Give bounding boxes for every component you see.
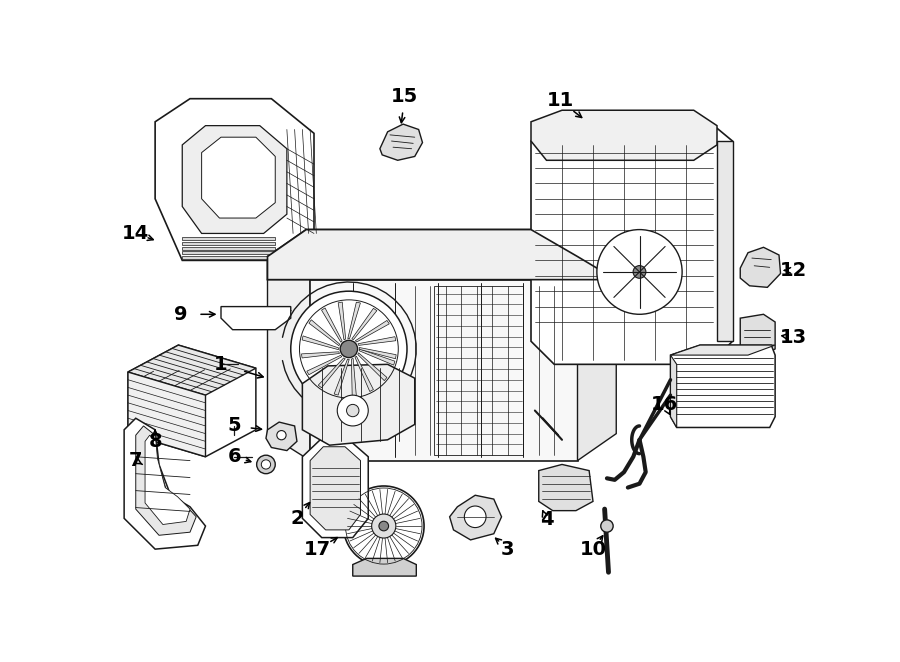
Circle shape [256, 455, 275, 474]
Polygon shape [221, 307, 291, 330]
Polygon shape [450, 495, 501, 540]
Text: 1: 1 [214, 355, 228, 374]
Polygon shape [338, 302, 346, 340]
Polygon shape [351, 358, 356, 396]
Polygon shape [182, 126, 287, 234]
Polygon shape [202, 137, 275, 218]
Text: 13: 13 [779, 328, 806, 347]
Polygon shape [136, 426, 196, 536]
Polygon shape [353, 558, 417, 576]
Text: 7: 7 [129, 451, 142, 470]
Polygon shape [128, 372, 205, 457]
Polygon shape [266, 422, 297, 451]
Text: 15: 15 [391, 87, 419, 106]
Polygon shape [182, 251, 275, 254]
Text: 9: 9 [174, 305, 187, 324]
Text: 12: 12 [779, 261, 806, 280]
Circle shape [372, 514, 396, 538]
Polygon shape [356, 320, 390, 342]
Polygon shape [355, 356, 374, 391]
Polygon shape [302, 352, 339, 358]
Polygon shape [124, 418, 205, 549]
Polygon shape [182, 246, 275, 250]
Circle shape [291, 291, 407, 406]
Polygon shape [307, 355, 342, 375]
Circle shape [633, 265, 646, 278]
Polygon shape [334, 359, 349, 395]
Circle shape [597, 230, 682, 314]
Polygon shape [128, 345, 256, 395]
Polygon shape [531, 122, 733, 364]
Circle shape [340, 340, 357, 357]
Polygon shape [578, 279, 617, 461]
Polygon shape [670, 345, 775, 428]
Polygon shape [128, 345, 256, 457]
Text: 11: 11 [547, 91, 574, 111]
Polygon shape [740, 248, 780, 287]
Text: 16: 16 [651, 395, 678, 414]
Text: 2: 2 [290, 509, 304, 528]
Polygon shape [182, 242, 275, 245]
Text: 6: 6 [228, 448, 241, 466]
Circle shape [338, 395, 368, 426]
Polygon shape [670, 345, 775, 355]
Text: 4: 4 [540, 510, 554, 530]
Circle shape [379, 521, 389, 531]
Polygon shape [347, 302, 360, 338]
Text: 5: 5 [228, 416, 241, 436]
Polygon shape [740, 314, 775, 355]
Polygon shape [358, 337, 396, 346]
Polygon shape [310, 447, 361, 530]
Polygon shape [155, 99, 314, 260]
Circle shape [346, 404, 359, 416]
Polygon shape [670, 355, 677, 428]
Polygon shape [302, 364, 415, 445]
Polygon shape [302, 440, 368, 538]
Circle shape [261, 460, 271, 469]
Polygon shape [302, 336, 338, 350]
Polygon shape [717, 141, 733, 341]
Polygon shape [182, 237, 275, 240]
Polygon shape [357, 353, 387, 381]
Circle shape [344, 486, 424, 566]
Polygon shape [309, 320, 339, 346]
Polygon shape [539, 465, 593, 510]
Polygon shape [359, 348, 396, 359]
Polygon shape [319, 358, 346, 388]
Polygon shape [310, 279, 578, 461]
Text: 8: 8 [148, 432, 162, 451]
Circle shape [277, 430, 286, 440]
Circle shape [601, 520, 613, 532]
Polygon shape [267, 230, 578, 307]
Polygon shape [380, 124, 422, 160]
Polygon shape [267, 230, 616, 279]
Polygon shape [531, 111, 717, 160]
Polygon shape [321, 308, 342, 342]
Polygon shape [359, 349, 395, 365]
Polygon shape [267, 279, 310, 461]
Text: 10: 10 [580, 540, 607, 559]
Polygon shape [145, 435, 190, 524]
Polygon shape [182, 256, 275, 259]
Text: 3: 3 [501, 540, 515, 559]
Circle shape [464, 506, 486, 528]
Polygon shape [352, 308, 377, 340]
Text: 14: 14 [122, 224, 149, 243]
Text: 17: 17 [304, 540, 331, 559]
